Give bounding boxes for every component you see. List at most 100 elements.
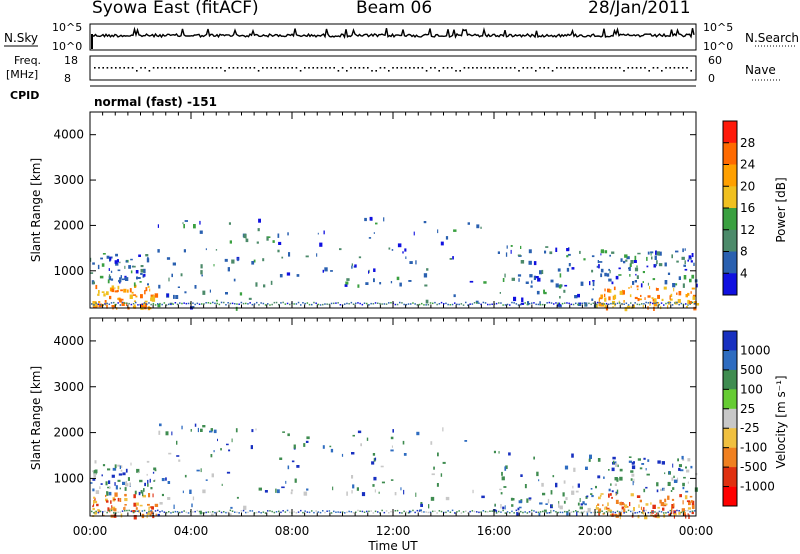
echo-cell [143, 274, 146, 277]
echo-cell [584, 503, 587, 506]
echo-cell [558, 501, 560, 504]
freq-dot [631, 67, 634, 69]
echo-cell [664, 503, 668, 506]
echo-cell [110, 270, 113, 273]
echo-cell [357, 430, 362, 434]
echo-cell [589, 454, 592, 459]
ground-echo [482, 510, 485, 512]
ground-echo [542, 510, 544, 513]
freq-dot [304, 67, 306, 69]
echo-cell [533, 261, 537, 266]
echo-cell [640, 283, 643, 288]
freq-dot [325, 67, 327, 69]
echo-cell [428, 504, 430, 509]
echo-cell [649, 286, 651, 290]
ground-echo [526, 512, 529, 514]
echo-cell [611, 251, 615, 254]
echo-cell [390, 436, 394, 440]
ground-echo [256, 301, 258, 304]
echo-cell [98, 301, 101, 304]
echo-cell [634, 296, 638, 300]
echo-cell [109, 486, 111, 489]
ground-echo [531, 302, 533, 304]
echo-cell [600, 268, 604, 273]
x-tick-label: 16:00 [477, 524, 512, 538]
colorbar-tick-label: -500 [740, 460, 767, 474]
echo-cell [611, 496, 613, 499]
echo-cell [149, 288, 151, 292]
ground-echo [183, 302, 185, 304]
echo-cell [112, 467, 117, 471]
colorbar-segment [723, 142, 737, 165]
freq-dot [173, 67, 176, 69]
echo-cell [691, 274, 695, 279]
ground-echo [676, 301, 678, 304]
echo-cell [413, 231, 415, 236]
echo-cell [604, 272, 607, 277]
ground-echo [504, 304, 507, 306]
echo-cell [408, 280, 412, 282]
echo-cell [257, 228, 260, 232]
echo-cell [305, 440, 309, 443]
freq-dot [249, 67, 251, 69]
ground-echo [601, 510, 603, 512]
echo-cell [202, 489, 206, 494]
echo-cell [281, 256, 284, 259]
ground-echo [627, 509, 630, 512]
echo-cell [267, 236, 271, 238]
echo-cell [690, 291, 692, 294]
ground-echo [588, 302, 590, 305]
echo-cell [296, 274, 300, 277]
echo-cell [544, 250, 547, 254]
echo-cell [205, 479, 208, 481]
echo-cell [122, 472, 126, 476]
ground-echo [531, 509, 533, 512]
echo-cell [685, 294, 688, 298]
ground-echo [286, 302, 289, 305]
echo-cell [661, 298, 664, 301]
freq-tick-bottom: 8 [64, 72, 71, 85]
ground-echo [509, 304, 511, 306]
echo-cell [612, 456, 616, 460]
echo-cell [400, 487, 402, 491]
echo-cell [604, 250, 608, 254]
echo-cell [629, 294, 632, 298]
echo-cell [194, 423, 197, 427]
ground-echo [163, 511, 166, 513]
echo-cell [657, 506, 660, 509]
freq-dot [358, 67, 361, 69]
echo-cell [351, 475, 354, 479]
echo-cell [552, 475, 555, 478]
echo-cell [228, 222, 231, 225]
colorbar-tick-label: 4 [740, 266, 748, 280]
ground-echo [674, 302, 676, 304]
ground-echo [427, 511, 430, 514]
x-axis-title: Time UT [367, 539, 418, 553]
freq-dot [409, 67, 411, 69]
ground-echo [359, 302, 361, 305]
echo-cell [129, 482, 131, 487]
ground-echo [328, 510, 331, 512]
ground-echo [218, 303, 221, 306]
echo-cell [93, 496, 96, 499]
echo-cell [692, 296, 696, 300]
echo-cell [656, 482, 659, 487]
echo-cell [636, 265, 638, 268]
ground-echo [432, 302, 434, 305]
ground-echo [168, 511, 170, 513]
ground-echo [394, 510, 397, 512]
echo-cell [152, 515, 155, 519]
ground-echo [168, 303, 170, 306]
echo-cell [643, 488, 646, 493]
ground-echo [482, 301, 485, 304]
echo-cell [681, 508, 685, 513]
ground-echo [319, 511, 322, 514]
ground-echo [671, 304, 674, 306]
echo-cell [497, 251, 500, 254]
ground-echo [605, 302, 608, 305]
echo-cell [637, 252, 641, 255]
echo-cell [625, 259, 628, 262]
echo-cell [613, 286, 616, 291]
x-tick-label: 04:00 [174, 524, 209, 538]
echo-cell [111, 474, 115, 478]
